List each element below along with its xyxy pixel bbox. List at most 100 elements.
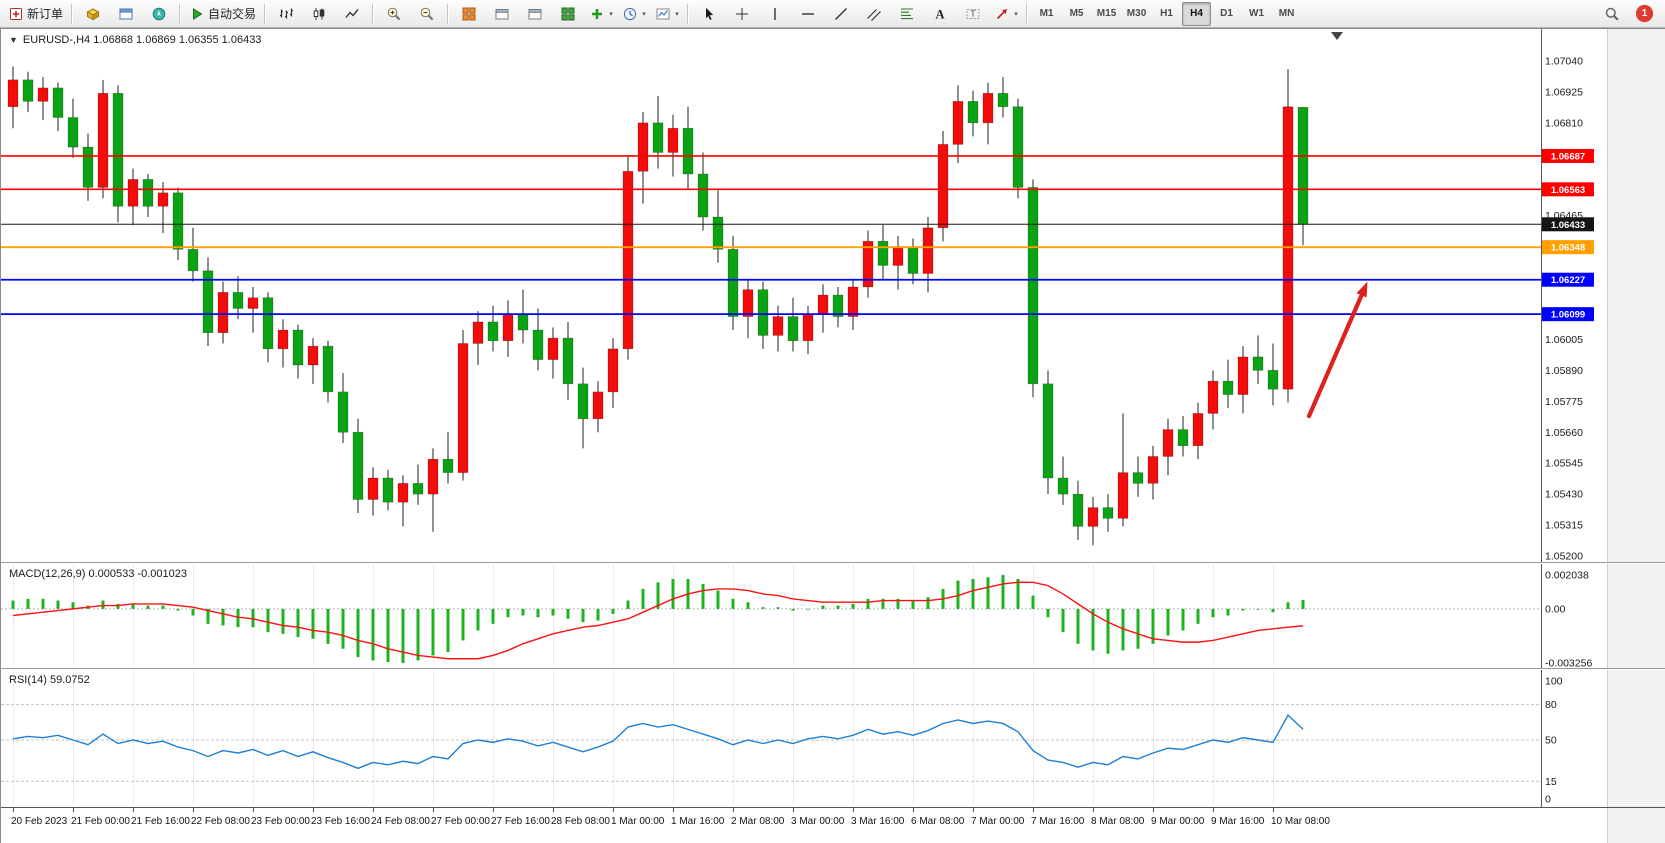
candle-body xyxy=(637,122,649,172)
window-icon xyxy=(495,8,509,19)
candle-body xyxy=(1177,429,1189,447)
chart-window[interactable]: 1.07040 1.06925 1.06810 1.06465 1.06005 1.058… xyxy=(0,28,1665,843)
timeframe-m15-button[interactable]: M15 xyxy=(1096,8,1117,19)
timeframe-mn-button[interactable]: MN xyxy=(1278,8,1295,19)
macd-bar xyxy=(671,578,675,609)
macd-bar xyxy=(1121,608,1125,651)
clock-icon xyxy=(624,7,637,20)
macd-bar xyxy=(521,608,525,616)
price-tick-label: 1.06925 xyxy=(1545,86,1583,98)
macd-bar xyxy=(1211,608,1215,618)
fibonacci-button[interactable] xyxy=(891,2,923,26)
vertical-line-button[interactable] xyxy=(759,2,791,26)
rsi-tick-label: 0 xyxy=(1545,794,1551,806)
macd-bar xyxy=(566,608,570,619)
time-axis-label: 28 Feb 08:00 xyxy=(551,816,610,827)
candle-body xyxy=(1252,356,1264,371)
time-axis-label: 22 Feb 08:00 xyxy=(191,816,250,827)
timeframe-w1-button[interactable]: W1 xyxy=(1249,8,1265,19)
dropdown-caret-icon: ▾ xyxy=(642,10,646,18)
channel-button[interactable] xyxy=(858,2,890,26)
candle-body xyxy=(232,292,244,309)
macd-bar xyxy=(1301,600,1305,609)
time-axis-label: 23 Feb 16:00 xyxy=(311,816,370,827)
candles-icon xyxy=(313,7,325,20)
crosshair-button[interactable] xyxy=(726,2,758,26)
window-button-2[interactable] xyxy=(519,2,551,26)
label-button[interactable]: T xyxy=(957,2,989,26)
trendline-button[interactable] xyxy=(825,2,857,26)
price-tick-label: 1.05545 xyxy=(1545,458,1583,470)
tile-windows-button[interactable] xyxy=(453,2,485,26)
candlestick-chart-button[interactable] xyxy=(303,2,335,26)
macd-bar xyxy=(131,603,135,609)
auto-trading-button[interactable]: 自动交易 xyxy=(185,2,260,26)
chart-background[interactable] xyxy=(1,29,1665,843)
time-axis-label: 27 Feb 16:00 xyxy=(491,816,550,827)
candle-body xyxy=(1087,507,1099,527)
macd-bar xyxy=(1061,608,1065,633)
zoom-in-button[interactable] xyxy=(378,2,410,26)
macd-bar xyxy=(596,608,600,621)
macd-bar xyxy=(371,608,375,661)
candle-body xyxy=(1117,472,1129,519)
market-watch-button[interactable] xyxy=(77,2,109,26)
new-chart-button[interactable] xyxy=(552,2,584,26)
macd-bar xyxy=(206,608,210,624)
text-button[interactable]: A xyxy=(924,2,956,26)
timeframe-h1-button[interactable]: H1 xyxy=(1160,8,1173,19)
timeframe-m1-button[interactable]: M1 xyxy=(1039,8,1054,19)
price-badge-label: 1.06563 xyxy=(1551,185,1585,196)
window-button-1[interactable] xyxy=(486,2,518,26)
macd-bar xyxy=(506,608,510,618)
text-icon: A xyxy=(936,7,945,21)
notification-badge[interactable]: 1 xyxy=(1636,5,1653,22)
macd-bar xyxy=(311,608,315,639)
candle-body xyxy=(277,329,289,350)
arrows-button[interactable]: ▾ xyxy=(990,2,1022,26)
candle-body xyxy=(652,122,664,153)
grid-orange-icon xyxy=(462,7,476,20)
trend-arrow-annotation[interactable] xyxy=(1306,281,1368,419)
time-axis-label: 7 Mar 16:00 xyxy=(1031,816,1085,827)
macd-bar xyxy=(1271,608,1275,613)
price-badge-label: 1.06348 xyxy=(1551,243,1585,254)
navigator-button[interactable] xyxy=(143,2,175,26)
zoom-out-button[interactable] xyxy=(411,2,443,26)
template-button[interactable]: ▾ xyxy=(651,2,683,26)
bar-chart-button[interactable] xyxy=(270,2,302,26)
one-click-trading-icon[interactable]: ▼ xyxy=(9,35,18,45)
zoom-out-icon xyxy=(420,7,434,20)
price-chart[interactable]: 1.070401.069251.068101.064651.060051.058… xyxy=(1,29,1665,843)
line-chart-button[interactable] xyxy=(336,2,368,26)
macd-bar xyxy=(806,608,810,610)
timeframe-m30-button[interactable]: M30 xyxy=(1126,8,1147,19)
fib-icon xyxy=(901,7,914,19)
plus-icon xyxy=(592,8,603,19)
new-order-button[interactable]: 新订单 xyxy=(4,2,67,26)
scroll-to-end-marker[interactable] xyxy=(1331,32,1343,40)
timeframe-d1-button[interactable]: D1 xyxy=(1220,8,1233,19)
candle-body xyxy=(562,337,574,385)
price-badge xyxy=(1542,307,1594,322)
price-tick-label: 1.06810 xyxy=(1545,117,1583,129)
macd-bar xyxy=(1226,608,1230,616)
macd-bar xyxy=(1196,608,1200,624)
candle-body xyxy=(187,249,199,272)
horizontal-line-button[interactable] xyxy=(792,2,824,26)
candle-body xyxy=(937,144,949,229)
toolbar-separator xyxy=(264,3,267,24)
toolbar: 新订单 自动交易 ▾ ▾ ▾ A T ▾ M1 M5 M15 M30 H1 H4 D1 W1 MN 1 xyxy=(0,0,1665,28)
candle-body xyxy=(1027,187,1039,385)
macd-bar xyxy=(116,603,120,609)
price-badge-label: 1.06433 xyxy=(1551,220,1585,231)
period-menu-button[interactable]: ▾ xyxy=(618,2,650,26)
add-indicator-button[interactable]: ▾ xyxy=(585,2,617,26)
timeframe-m5-button[interactable]: M5 xyxy=(1069,8,1084,19)
cursor-button[interactable] xyxy=(693,2,725,26)
search-button[interactable] xyxy=(1596,2,1628,26)
timeframe-h4-button[interactable]: H4 xyxy=(1182,1,1212,26)
data-window-button[interactable] xyxy=(110,2,142,26)
macd-bar xyxy=(761,607,765,609)
macd-bar xyxy=(386,608,390,663)
